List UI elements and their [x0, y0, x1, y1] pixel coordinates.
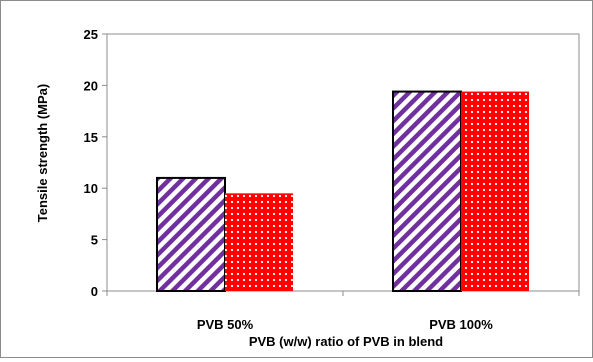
bars	[156, 90, 529, 293]
x-axis-ticks: PVB 50% PVB 100%	[106, 291, 580, 332]
x-axis-title: PVB (w/w) ratio of PVB in blend	[249, 334, 443, 349]
y-axis-ticks: 0 5 10 15 20 25	[84, 27, 107, 299]
y-tick-label: 25	[84, 27, 98, 42]
x-tick-label: PVB 50%	[197, 317, 254, 332]
bar-series2-pvb-50	[225, 193, 293, 291]
y-tick-label: 15	[84, 130, 98, 145]
y-tick-label: 0	[91, 284, 98, 299]
bar-series2-pvb-100	[461, 91, 529, 292]
y-tick-label: 5	[91, 233, 98, 248]
x-tick-label: PVB 100%	[429, 317, 493, 332]
bar-series1-pvb-50	[156, 176, 226, 292]
y-tick-label: 20	[84, 78, 98, 93]
y-tick-label: 10	[84, 181, 98, 196]
y-axis-title: Tensile strength (MPa)	[35, 84, 50, 222]
bar-series1-pvb-100	[392, 90, 462, 293]
